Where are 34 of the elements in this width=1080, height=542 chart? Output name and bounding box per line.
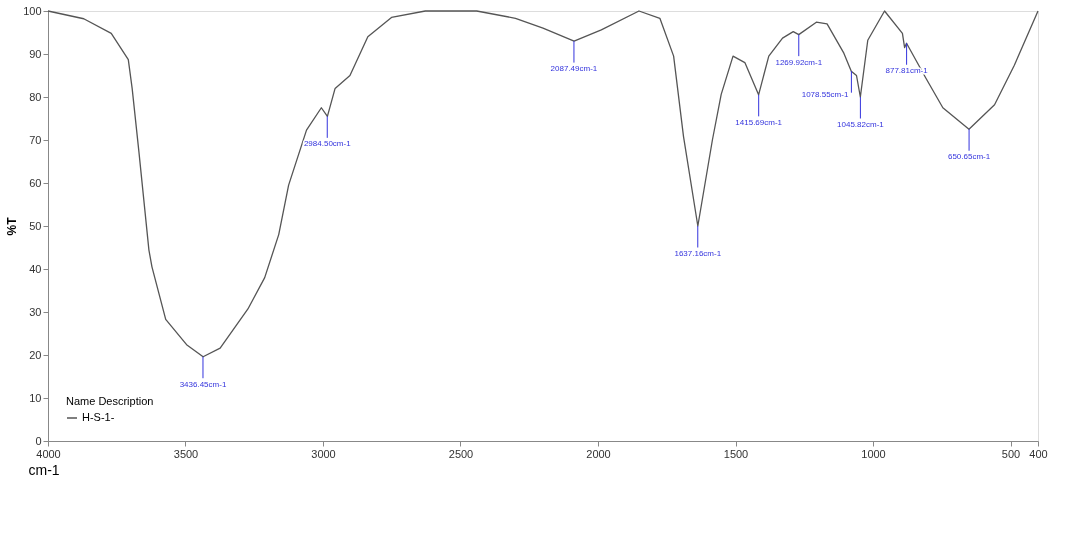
y-tick-label: 10 — [29, 391, 42, 404]
legend-label: H-S-1- — [82, 411, 115, 423]
y-tick-label: 30 — [29, 305, 42, 318]
x-tick-label: 4000 — [36, 447, 61, 460]
annotation: 1415.69cm-1 — [735, 117, 783, 127]
annotation: 1269.92cm-1 — [775, 57, 823, 67]
y-tick-label: 80 — [29, 90, 42, 103]
x-tick-label: 3000 — [311, 447, 336, 460]
y-tick-label: 50 — [29, 219, 42, 232]
y-tick-label: 60 — [29, 176, 42, 189]
x-tick-label: 3500 — [173, 447, 199, 460]
annotation: 2087.49cm-1 — [550, 64, 598, 74]
annotation: 1078.55cm-1 — [801, 90, 849, 100]
legend-title: Name Description — [66, 395, 154, 407]
annotation: 1637.16cm-1 — [674, 249, 722, 258]
x-axis-title: cm-1 — [28, 461, 60, 478]
y-tick-label: 0 — [35, 434, 42, 447]
y-axis-title: %T — [5, 216, 20, 236]
x-tick-label: 1000 — [861, 447, 886, 460]
annotation: 3436.45cm-1 — [179, 379, 227, 389]
annotation: 2984.50cm-1 — [303, 139, 352, 149]
x-tick-label: 400 — [1029, 447, 1048, 460]
x-tick-label: 1500 — [723, 447, 749, 460]
y-tick-label: 70 — [29, 133, 42, 146]
y-tick-label: 20 — [29, 348, 42, 361]
line-series — [47, 10, 1039, 358]
annotation: 650.65cm-1 — [947, 152, 991, 162]
y-tick-label: 90 — [29, 47, 42, 60]
x-tick-label: 500 — [1001, 447, 1021, 460]
annotation: 1045.82cm-1 — [837, 120, 885, 129]
x-tick-label: 2000 — [586, 447, 611, 460]
y-tick-label: 40 — [29, 262, 42, 275]
y-tick-label: 100 — [23, 4, 42, 17]
x-tick-label: 2500 — [448, 447, 474, 460]
